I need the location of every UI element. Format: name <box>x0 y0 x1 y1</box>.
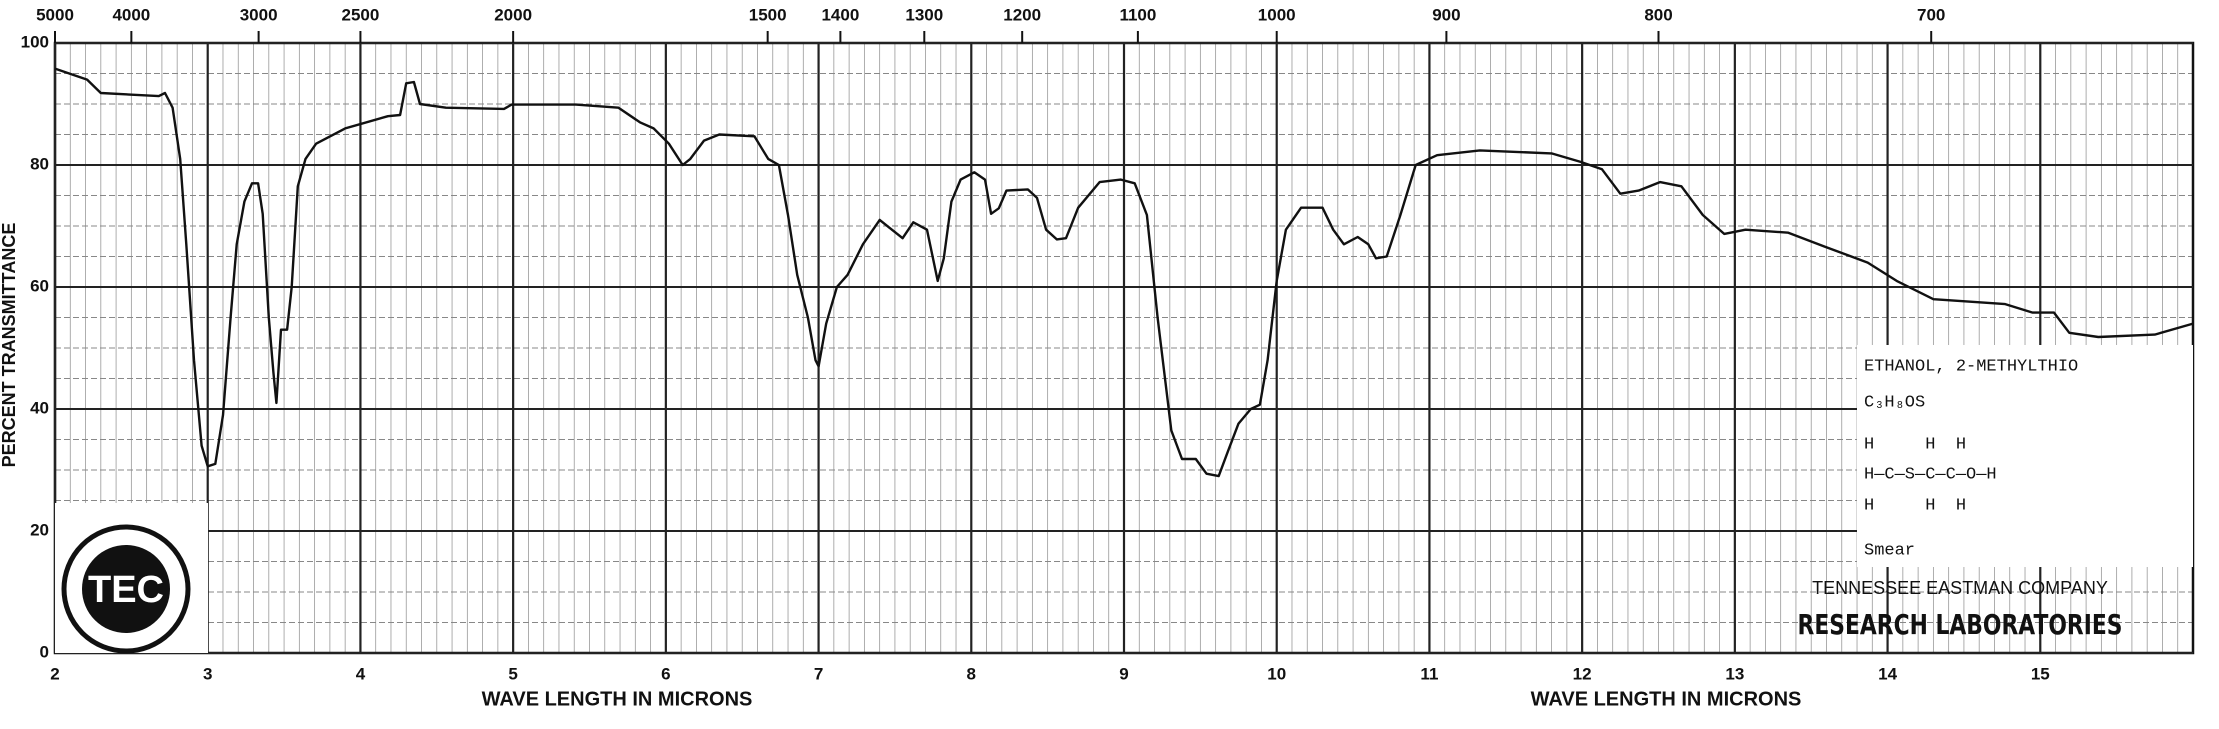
x2-tick-label: 900 <box>1432 5 1460 24</box>
x-tick-label: 2 <box>50 664 59 683</box>
lab-name: RESEARCH LABORATORIES <box>1798 608 2123 640</box>
x-axis-label: WAVE LENGTH IN MICRONS <box>1531 688 1802 710</box>
x2-tick-label: 5000 <box>36 5 74 24</box>
x2-tick-label: 1500 <box>749 5 787 24</box>
x-tick-label: 13 <box>1725 664 1744 683</box>
x2-tick-label: 4000 <box>112 5 150 24</box>
x-tick-label: 3 <box>203 664 212 683</box>
x-tick-label: 5 <box>508 664 517 683</box>
x2-tick-label: 2000 <box>494 5 532 24</box>
x-tick-label: 14 <box>1878 664 1897 683</box>
x2-tick-label: 800 <box>1644 5 1672 24</box>
structure-top: H H H <box>1864 435 1966 454</box>
sample-note: Smear <box>1864 541 1915 560</box>
y-tick-label: 80 <box>30 154 49 173</box>
label-box <box>1857 345 2193 567</box>
x-tick-label: 11 <box>1420 664 1438 683</box>
x2-tick-label: 1400 <box>821 5 859 24</box>
x-tick-label: 4 <box>356 664 366 683</box>
x-tick-label: 9 <box>1119 664 1128 683</box>
logo-disc <box>82 545 170 633</box>
x2-tick-label: 3000 <box>240 5 278 24</box>
x-tick-label: 12 <box>1573 664 1592 683</box>
y-tick-label: 0 <box>40 642 49 661</box>
spectrum-line <box>54 67 2194 478</box>
x-tick-label: 15 <box>2031 664 2050 683</box>
structure: H—C—S—C—C—O—H <box>1864 465 1997 484</box>
company-name: TENNESSEE EASTMAN COMPANY <box>1812 578 2108 598</box>
x-tick-label: 6 <box>661 664 670 683</box>
x2-tick-label: 1200 <box>1003 5 1041 24</box>
y-axis-label: PERCENT TRANSMITTANCE <box>0 223 19 468</box>
y-tick-label: 40 <box>30 398 49 417</box>
y-tick-label: 100 <box>21 32 49 51</box>
x2-tick-label: 1000 <box>1258 5 1296 24</box>
x2-tick-label: 700 <box>1917 5 1945 24</box>
y-tick-label: 20 <box>30 520 49 539</box>
logo-text: TEC <box>88 569 164 611</box>
structure-bottom: H H H <box>1864 496 1966 515</box>
x-tick-label: 7 <box>814 664 823 683</box>
x-tick-label: 10 <box>1267 664 1286 683</box>
x2-tick-label: 1100 <box>1119 5 1156 24</box>
x2-tick-label: 2500 <box>342 5 380 24</box>
x2-tick-label: 1300 <box>905 5 943 24</box>
x-tick-label: 8 <box>967 664 976 683</box>
compound-name: ETHANOL, 2-METHYLTHIO <box>1864 357 2078 376</box>
y-tick-label: 60 <box>30 276 49 295</box>
x-axis-label: WAVE LENGTH IN MICRONS <box>482 688 753 710</box>
formula: C₃H₈OS <box>1864 393 1925 412</box>
